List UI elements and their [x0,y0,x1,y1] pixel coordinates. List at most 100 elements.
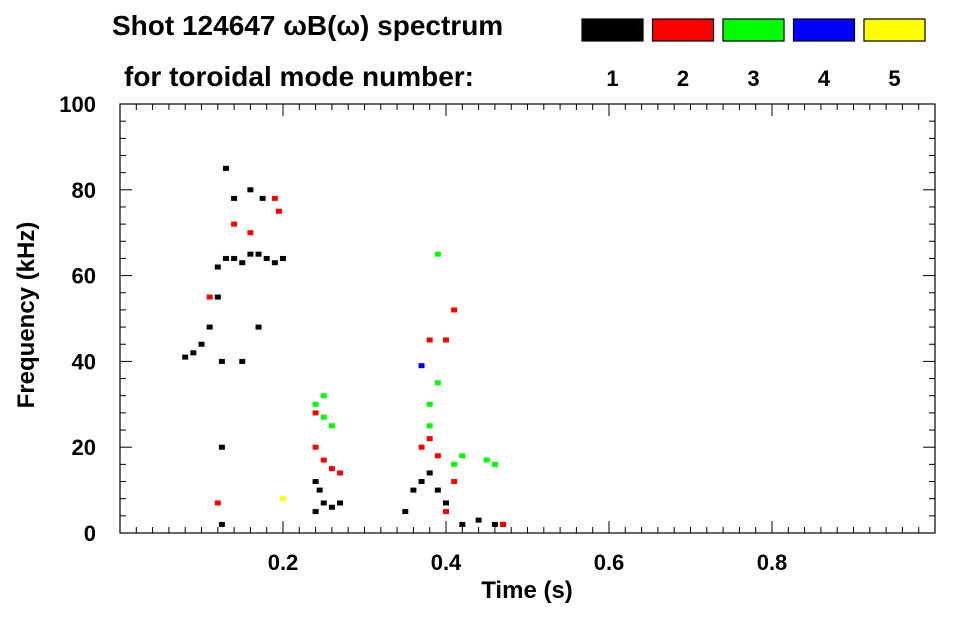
spectrum-point-n1 [475,517,482,523]
x-tick-label: 0.4 [431,550,462,575]
spectrum-point-n2 [337,470,344,476]
spectrum-point-n1 [255,324,262,330]
spectrum-point-n1 [190,350,197,356]
spectrum-point-n3 [320,414,327,420]
spectrum-point-n2 [426,337,433,343]
spectrum-point-n1 [231,195,238,201]
spectrum-point-n3 [426,423,433,429]
legend-swatch [651,18,715,42]
spectrum-point-n1 [402,509,409,515]
spectrum-point-n2 [500,521,507,527]
spectrum-point-n1 [259,195,266,201]
spectrum-point-n2 [328,466,335,472]
chart-title: Shot 124647 ωB(ω) spectrum [112,10,503,41]
spectrum-point-n1 [218,521,225,527]
spectrum-point-n1 [312,479,319,485]
spectrum-point-n4 [418,363,425,369]
spectrum-point-n1 [206,324,213,330]
plot-frame [119,103,936,534]
spectrum-point-n1 [491,521,498,527]
legend-swatch [581,18,644,42]
legend: 1 2 3 4 5 [581,18,926,91]
y-tick-labels: 0 20 40 60 80 100 [59,92,96,546]
x-tick-label: 0.2 [268,550,299,575]
spectrum-point-n1 [271,260,278,266]
spectrum-point-n1 [459,521,466,527]
spectrum-point-n5 [280,496,286,502]
x-tick-label: 0.8 [757,550,788,575]
spectrum-point-n1 [239,358,246,364]
axis-ticks [119,103,936,534]
spectrum-point-n2 [214,500,221,506]
spectrum-point-n1 [280,255,286,261]
spectrum-point-n1 [218,444,225,450]
x-tick-labels: 0.2 0.4 0.6 0.8 [268,550,788,575]
spectrum-point-n2 [443,337,449,343]
spectrum-point-n1 [239,260,246,266]
spectrum-point-n2 [312,410,319,416]
spectrum-point-n2 [206,294,213,300]
spectrum-point-n1 [198,341,205,347]
legend-label: 1 [606,66,618,91]
spectrum-point-n1 [426,470,433,476]
spectrum-point-n1 [312,509,319,515]
y-tick-label: 20 [72,435,96,460]
spectrum-point-n1 [214,294,221,300]
spectrum-point-n1 [231,255,238,261]
spectrum-point-n3 [312,401,319,407]
y-axis-title: Frequency (kHz) [13,222,40,409]
spectrum-point-n3 [434,251,441,257]
spectrum-point-n1 [328,504,335,510]
spectrum-point-n3 [434,380,441,386]
spectrum-point-n2 [434,453,441,459]
spectrum-point-n2 [275,208,282,214]
spectrum-point-n1 [214,264,221,270]
spectrum-point-n3 [491,461,498,467]
spectrum-point-n1 [255,251,262,257]
spectrum-point-n3 [328,423,335,429]
spectrum-point-n1 [418,479,425,485]
spectrum-point-n1 [222,165,229,171]
spectrum-point-n2 [443,509,449,515]
spectrum-point-n1 [410,487,417,493]
legend-label: 3 [747,66,759,91]
spectrum-point-n1 [247,187,254,193]
spectrum-point-n1 [222,255,229,261]
x-axis-title: Time (s) [481,577,573,604]
y-tick-label: 40 [72,349,96,374]
spectrum-point-n2 [271,195,278,201]
spectrum-point-n1 [443,500,449,506]
spectrum-point-n2 [451,307,458,313]
spectrum-point-n3 [451,461,458,467]
legend-title: for toroidal mode number: [124,61,474,92]
spectrum-point-n1 [182,354,189,360]
spectrum-point-n2 [320,457,327,463]
spectrum-point-n3 [320,393,327,399]
spectrum-point-n1 [337,500,344,506]
legend-swatch [863,18,926,42]
spectrum-point-n3 [426,401,433,407]
spectrum-point-n2 [231,221,238,227]
y-tick-label: 60 [72,264,96,289]
spectrum-point-n1 [218,358,225,364]
spectrum-point-n1 [320,500,327,506]
legend-label: 2 [677,66,689,91]
spectrum-point-n2 [247,230,254,236]
y-tick-label: 0 [84,521,96,546]
y-tick-label: 100 [59,92,96,117]
legend-swatch [792,18,856,42]
spectrum-point-n1 [263,255,270,261]
spectrum-point-n2 [418,444,425,450]
y-tick-label: 80 [72,178,96,203]
spectrum-point-n2 [451,479,458,485]
spectrum-point-n3 [483,457,490,463]
spectrum-point-n1 [316,487,323,493]
spectrum-point-n2 [312,444,319,450]
legend-swatch [722,18,785,42]
spectrum-point-n2 [426,436,433,442]
legend-label: 5 [888,66,900,91]
x-tick-label: 0.6 [594,550,625,575]
legend-label: 4 [818,66,831,91]
